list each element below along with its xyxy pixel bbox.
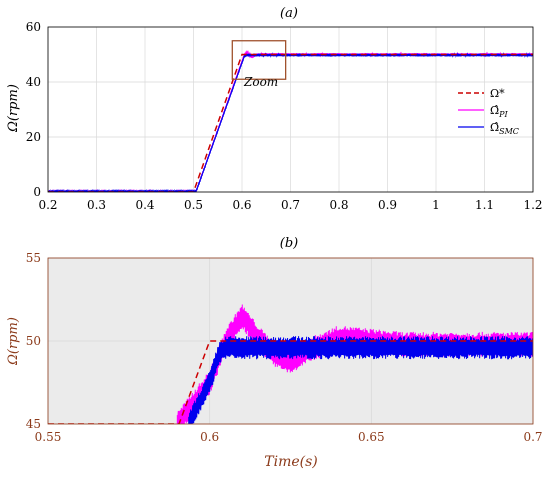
x-tick-label: 0.7 bbox=[523, 430, 542, 444]
y-tick-label: 60 bbox=[26, 20, 41, 34]
panel-b-xlabel: Time(s) bbox=[264, 454, 317, 470]
x-tick-label: 1.2 bbox=[523, 198, 542, 212]
panel-a-ticks: 0.2 0.3 0.4 0.5 0.6 0.7 0.8 0.9 1 1.1 1.2 0 20 40 60 bbox=[26, 20, 543, 212]
x-tick-label: 1.1 bbox=[475, 198, 494, 212]
panel-b-series bbox=[48, 304, 533, 424]
legend-label-pi: Ω̂PI bbox=[490, 104, 509, 119]
y-tick-label: 40 bbox=[26, 75, 41, 89]
x-tick-label: 0.6 bbox=[232, 198, 251, 212]
legend-label-smc-main: Ω̂ bbox=[490, 121, 499, 134]
legend-label-smc-sub: SMC bbox=[499, 127, 519, 136]
y-tick-label: 45 bbox=[26, 417, 41, 431]
x-tick-label: 0.55 bbox=[35, 430, 62, 444]
legend-label-pi-main: Ω̂ bbox=[490, 104, 499, 117]
panel-b-title: (b) bbox=[280, 236, 298, 251]
panel-a-ylabel: Ω(rpm) bbox=[6, 84, 21, 133]
panel-b: (b) 0.55 0.6 0.65 0.7 45 50 55 Ω(rpm) Time(s) bbox=[6, 236, 543, 470]
legend-label-smc: Ω̂SMC bbox=[490, 121, 519, 136]
x-tick-label: 0.5 bbox=[184, 198, 203, 212]
legend: Ω* Ω̂PI Ω̂SMC bbox=[458, 87, 519, 136]
series-line-smc bbox=[188, 336, 533, 424]
y-tick-label: 55 bbox=[26, 251, 41, 265]
y-tick-label: 20 bbox=[26, 130, 41, 144]
x-tick-label: 0.9 bbox=[378, 198, 397, 212]
x-tick-label: 0.6 bbox=[200, 430, 219, 444]
panel-b-ticks: 0.55 0.6 0.65 0.7 45 50 55 bbox=[26, 251, 543, 444]
x-tick-label: 0.4 bbox=[135, 198, 154, 212]
x-tick-label: 0.2 bbox=[38, 198, 57, 212]
zoom-box bbox=[231, 40, 287, 80]
panel-b-frame bbox=[47, 257, 534, 425]
y-tick-label: 0 bbox=[33, 185, 41, 199]
x-tick-label: 0.65 bbox=[358, 430, 385, 444]
y-tick-label: 50 bbox=[26, 334, 41, 348]
panel-a-title: (a) bbox=[280, 6, 298, 21]
legend-label-pi-sub: PI bbox=[498, 110, 508, 119]
panel-a-frame bbox=[47, 26, 534, 193]
panel-a-series bbox=[48, 50, 533, 192]
x-tick-label: 1 bbox=[432, 198, 440, 212]
series-line-smc bbox=[48, 52, 533, 192]
panel-a: (a) 0.2 0.3 0.4 0.5 0.6 0.7 0.8 0.9 1 1.1 1.2 0 20 40… bbox=[6, 6, 543, 212]
x-tick-label: 0.7 bbox=[281, 198, 300, 212]
zoom-label: Zoom bbox=[243, 75, 278, 89]
series-line-reference bbox=[48, 340, 533, 424]
panel-b-ylabel: Ω(rpm) bbox=[6, 317, 21, 366]
legend-label-ref: Ω* bbox=[490, 87, 505, 100]
x-tick-label: 0.3 bbox=[87, 198, 106, 212]
x-tick-label: 0.8 bbox=[329, 198, 348, 212]
